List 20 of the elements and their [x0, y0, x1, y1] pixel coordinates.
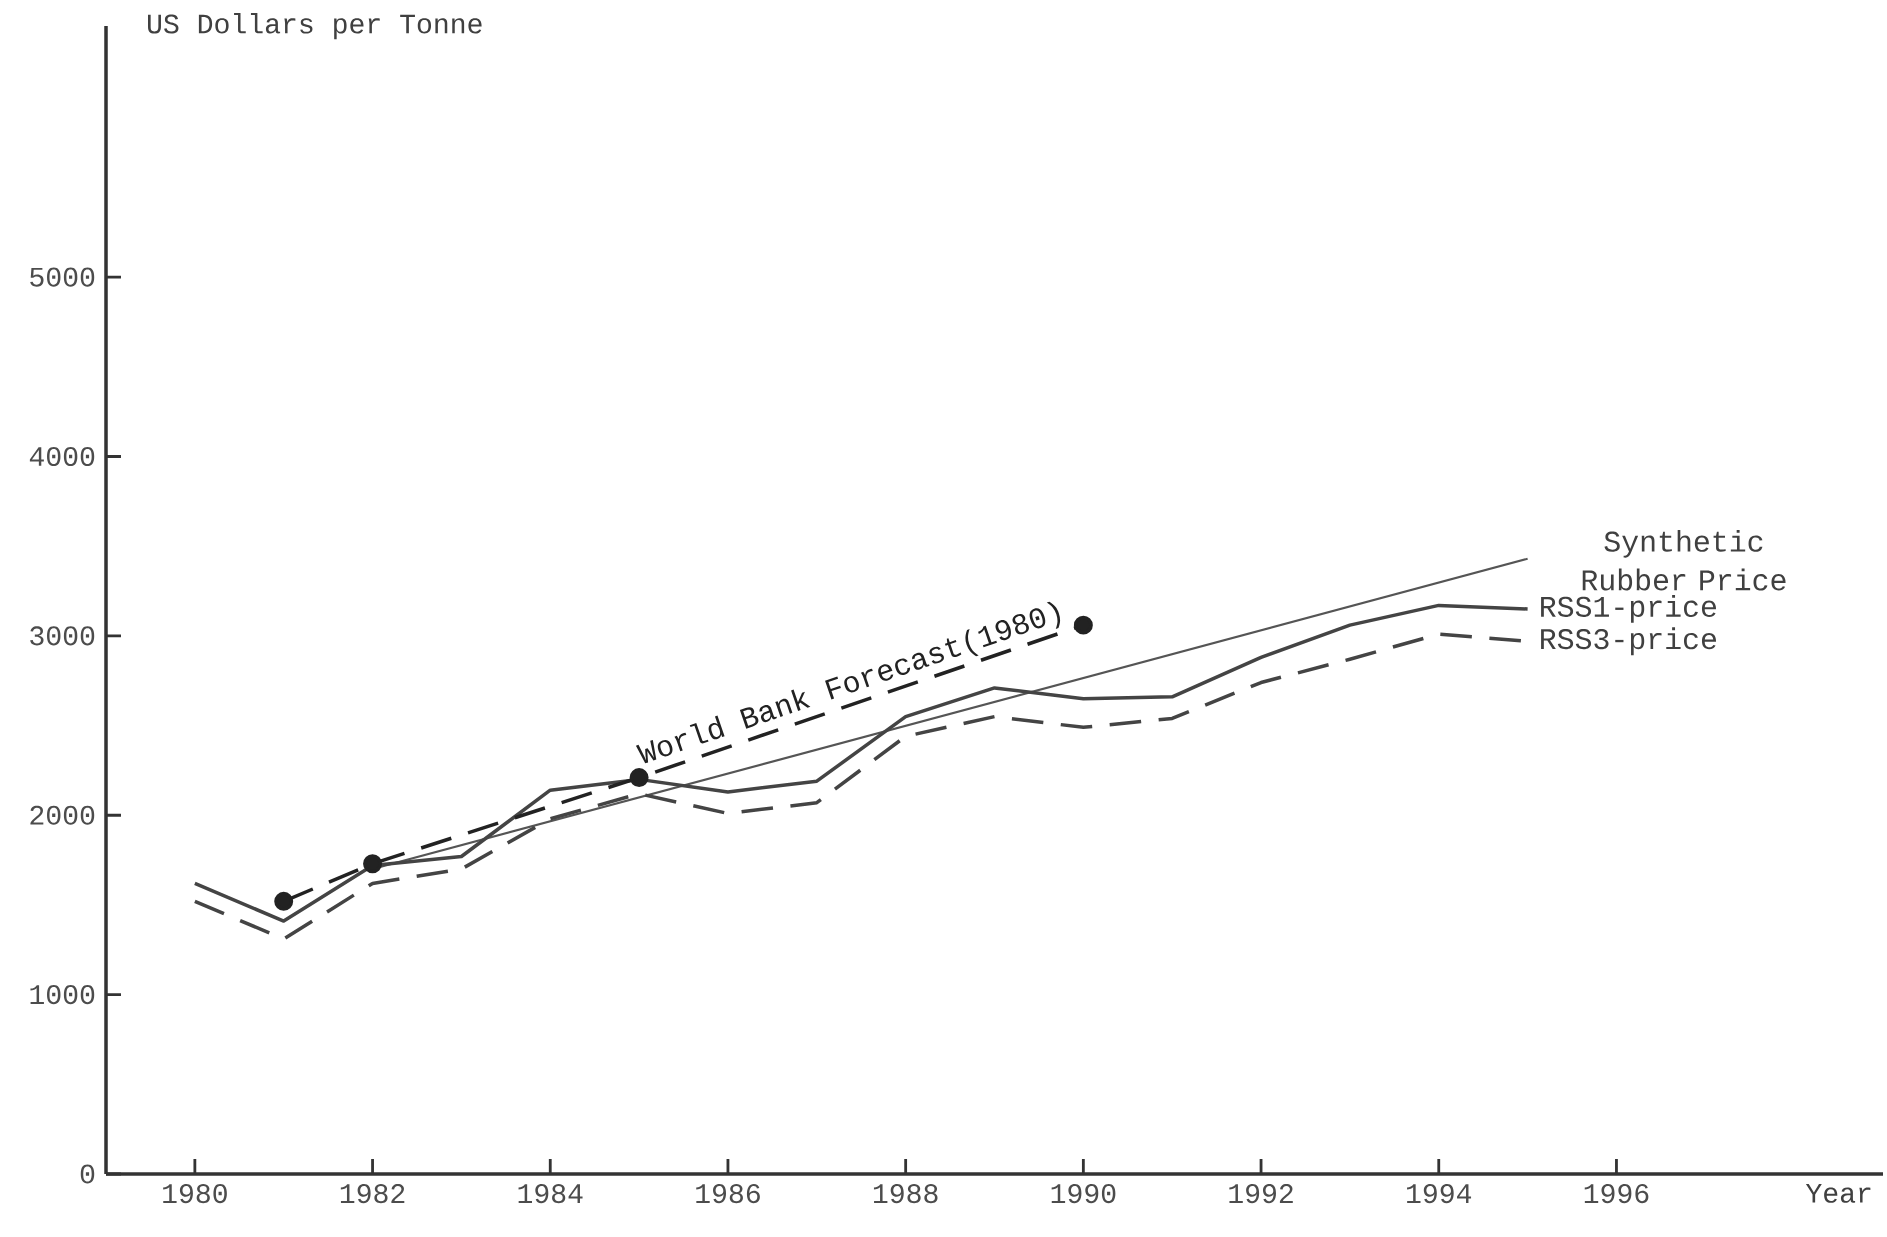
series-label: Synthetic Rubber Price	[1582, 529, 1786, 591]
x-tick-label: 1994	[1407, 1184, 1472, 1204]
x-tick-label: 1984	[518, 1184, 583, 1204]
x-tick-label: 1982	[340, 1184, 405, 1204]
x-tick-label: 1980	[163, 1184, 227, 1204]
x-tick-label: 1986	[696, 1184, 760, 1204]
y-tick-label: 4000	[29, 446, 95, 467]
y-tick-label: 3000	[30, 626, 95, 646]
y-tick-label: 1000	[30, 985, 95, 1005]
y-axis-title: US Dollars per Tonne	[148, 12, 482, 40]
x-tick-label: 1990	[1051, 1184, 1116, 1204]
y-tick-label: 2000	[30, 805, 95, 825]
x-tick-label: 1992	[1229, 1184, 1293, 1204]
series-label: RSS3-price	[1541, 627, 1717, 656]
x-axis-title: Year	[1805, 1184, 1871, 1203]
x-tick-label: 1988	[873, 1184, 938, 1204]
y-tick-label: 5000	[30, 267, 95, 287]
x-tick-label: 1996	[1584, 1184, 1649, 1204]
y-tick-label: 0	[80, 1164, 95, 1184]
series-label: RSS1-price	[1541, 595, 1717, 623]
